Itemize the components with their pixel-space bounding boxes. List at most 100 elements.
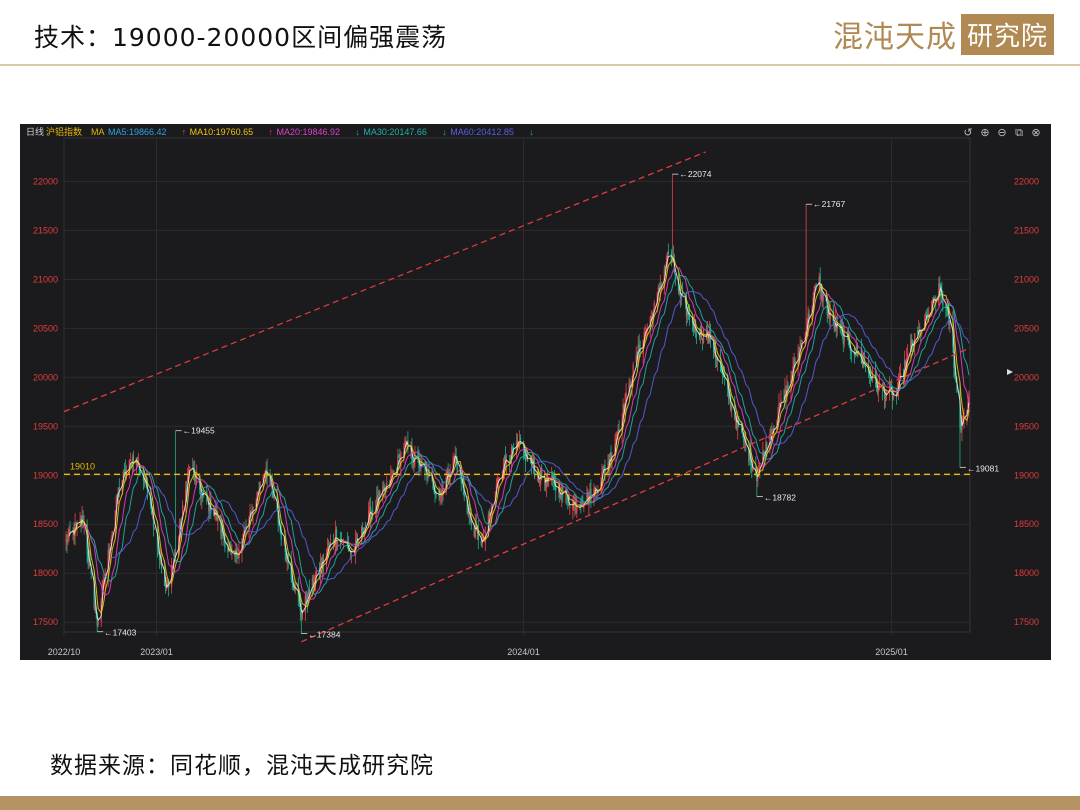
annotation-label: ←17384 — [308, 630, 340, 640]
candle-body — [101, 585, 103, 600]
candle-body — [433, 489, 435, 492]
candle-body — [638, 344, 640, 352]
candle-body — [807, 313, 809, 327]
candle-body — [315, 568, 317, 576]
candle-body — [708, 330, 711, 343]
window-icon: ⧉ — [1015, 127, 1023, 139]
candle-body — [752, 466, 754, 472]
candle-body — [244, 528, 246, 531]
candle-body — [117, 487, 119, 498]
candle-body — [269, 473, 271, 484]
candle-body — [783, 397, 785, 399]
candle-body — [891, 391, 894, 401]
candle-body — [185, 489, 187, 502]
candle-body — [452, 456, 454, 472]
candle-body — [203, 490, 205, 492]
candle-body — [242, 533, 244, 540]
candle-body — [307, 589, 309, 604]
candle-body — [784, 389, 786, 398]
candle-body — [603, 466, 605, 469]
candle-body — [533, 466, 536, 478]
support-line-label: 19010 — [70, 461, 95, 471]
candle-body — [756, 474, 758, 482]
candle-body — [209, 499, 211, 513]
candle-body — [773, 425, 775, 431]
candle-body — [195, 475, 197, 482]
candle-body — [713, 352, 716, 354]
candle-body — [90, 568, 92, 574]
channel-line — [301, 347, 971, 643]
candle-body — [856, 343, 858, 357]
candle-body — [914, 333, 916, 346]
candle-body — [569, 507, 571, 508]
candle-body — [327, 546, 330, 549]
y-tick-label-right: 21500 — [1014, 225, 1039, 235]
candle-body — [311, 577, 313, 594]
candle-body — [213, 512, 215, 516]
candle-body — [765, 442, 767, 457]
x-tick-label: 2025/01 — [875, 647, 908, 657]
candle-body — [129, 460, 131, 462]
candle-body — [305, 598, 307, 604]
candle-body — [635, 355, 637, 363]
candle-body — [325, 553, 328, 565]
candle-body — [149, 496, 152, 505]
header-divider — [0, 64, 1080, 66]
candle-body — [153, 528, 156, 530]
candle-body — [249, 510, 251, 518]
y-tick-label-right: 18500 — [1014, 519, 1039, 529]
candle-body — [108, 549, 110, 554]
candle-body — [383, 487, 385, 489]
ma-line-ma20 — [81, 266, 970, 601]
candle-body — [657, 287, 659, 291]
candle-body — [748, 447, 750, 462]
candle-body — [617, 430, 619, 435]
candle-body — [884, 394, 887, 401]
zoom-out-icon: ⊖ — [997, 127, 1006, 139]
candle-body — [448, 478, 450, 481]
candle-body — [171, 565, 174, 569]
y-tick-label-left: 21500 — [33, 225, 58, 235]
candle-body — [692, 320, 695, 331]
ma-trend-arrow: ↑ — [182, 127, 187, 137]
candle-body — [441, 489, 443, 497]
candle-body — [326, 547, 329, 556]
y-tick-label-right: 17500 — [1014, 617, 1039, 627]
candle-body — [491, 504, 493, 507]
candle-body — [102, 580, 104, 588]
candle-body — [878, 383, 881, 387]
candle-body — [392, 473, 394, 475]
candle-body — [118, 487, 120, 490]
candle-body — [673, 262, 675, 273]
candle-body — [400, 453, 402, 466]
candle-body — [273, 496, 275, 498]
candle-body — [907, 353, 909, 357]
candle-body — [779, 405, 781, 407]
candle-body — [681, 292, 684, 296]
ma-header-label: MA — [91, 127, 105, 137]
chart-svg: 22000 22000 21500 21500 21000 21000 20500 20500… — [26, 126, 1041, 657]
candle-body — [419, 466, 421, 469]
candle-body — [826, 302, 828, 315]
candle-body — [602, 468, 604, 470]
candle-body — [393, 471, 395, 473]
candle-body — [94, 609, 96, 611]
candle-body — [413, 461, 415, 466]
candle-body — [962, 418, 964, 420]
candle-body — [545, 480, 547, 487]
candle-body — [567, 495, 569, 503]
candle-body — [216, 510, 218, 521]
candle-body — [698, 336, 701, 338]
candle-body — [736, 421, 738, 429]
candle-body — [68, 529, 70, 538]
price-marker-icon — [1007, 369, 1013, 375]
candle-body — [791, 376, 793, 378]
ma-trend-arrow: ↓ — [355, 127, 360, 137]
candle-body — [146, 487, 149, 498]
x-tick-label: 2022/10 — [48, 647, 81, 657]
candle-body — [610, 451, 612, 464]
candle-body — [793, 361, 795, 369]
candle-body — [221, 526, 223, 536]
candle-body — [180, 521, 182, 529]
candle-body — [551, 475, 553, 479]
